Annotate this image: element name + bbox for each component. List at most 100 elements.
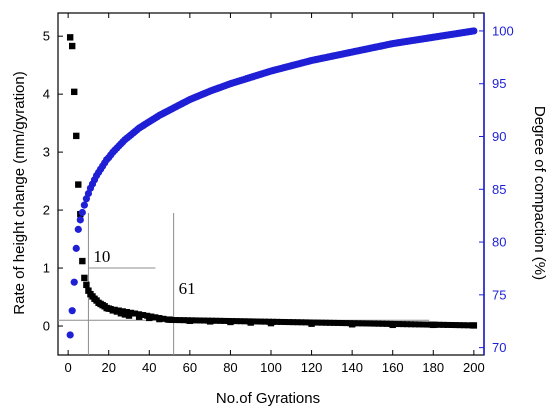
rate-point xyxy=(278,318,285,325)
rate-point xyxy=(407,321,414,328)
rate-point xyxy=(444,321,451,328)
rate-point xyxy=(363,320,370,327)
rate-point xyxy=(460,322,467,329)
rate-point xyxy=(339,320,345,327)
rate-point xyxy=(261,318,268,325)
y-axis-left-label: Rate of height change (mm/gyration) xyxy=(11,71,28,314)
rate-point xyxy=(136,311,143,318)
y-left-tick-label: 3 xyxy=(43,145,50,160)
rate-point xyxy=(375,320,382,327)
rate-point xyxy=(298,319,305,326)
rate-point xyxy=(371,320,378,327)
rate-point xyxy=(383,320,390,327)
rate-point xyxy=(322,319,329,326)
compaction-point xyxy=(76,216,84,224)
rate-point xyxy=(416,321,423,328)
y-left-tick-label: 2 xyxy=(43,203,50,218)
x-tick-label: 180 xyxy=(422,360,444,375)
rate-point xyxy=(257,318,264,325)
rate-point xyxy=(270,318,277,325)
rate-point xyxy=(468,322,475,329)
rate-point xyxy=(367,320,374,327)
rate-point xyxy=(334,319,341,326)
x-tick-label: 140 xyxy=(341,360,363,375)
rate-point xyxy=(326,319,333,326)
plot-area xyxy=(57,12,485,356)
rate-point xyxy=(164,316,171,323)
rate-point xyxy=(233,318,240,325)
rate-point xyxy=(229,318,236,325)
y-right-tick-label: 90 xyxy=(492,129,506,144)
rate-point xyxy=(168,316,175,323)
rate-point xyxy=(192,317,199,324)
rate-point xyxy=(75,181,82,188)
y-right-tick-label: 75 xyxy=(492,287,506,302)
rate-point xyxy=(456,322,463,329)
x-tick-label: 120 xyxy=(301,360,323,375)
rate-point xyxy=(73,132,80,140)
rate-point xyxy=(395,321,402,328)
rate-point xyxy=(241,318,248,325)
y-right-tick-label: 85 xyxy=(492,182,506,197)
rate-point xyxy=(355,320,362,327)
y-left-tick-label: 5 xyxy=(43,29,50,44)
rate-point xyxy=(420,321,427,328)
x-tick-label: 80 xyxy=(223,360,237,375)
rate-point xyxy=(71,88,78,96)
rate-point xyxy=(452,322,459,329)
rate-point xyxy=(115,307,122,314)
rate-point xyxy=(144,312,151,319)
rate-point xyxy=(428,321,435,328)
rate-point xyxy=(290,319,297,326)
compaction-point xyxy=(68,307,76,315)
rate-point xyxy=(148,313,155,320)
y-right-tick-label: 70 xyxy=(492,340,506,355)
y-left-tick-label: 1 xyxy=(43,261,50,276)
compaction-point xyxy=(80,201,88,209)
rate-point xyxy=(310,319,317,326)
rate-point xyxy=(172,317,179,324)
annotation-label: 61 xyxy=(179,279,196,298)
rate-point xyxy=(66,34,74,41)
rate-point xyxy=(119,308,126,315)
rate-point xyxy=(69,42,76,50)
y-right-tick-label: 80 xyxy=(492,235,506,250)
rate-point xyxy=(132,310,139,317)
rate-point xyxy=(160,315,167,322)
rate-point xyxy=(330,319,337,326)
rate-point xyxy=(314,319,321,326)
rate-point xyxy=(274,318,281,325)
rate-point xyxy=(399,321,406,328)
rate-point xyxy=(424,321,431,328)
rate-point xyxy=(176,317,183,324)
x-tick-label: 160 xyxy=(382,360,404,375)
x-axis-label: No.of Gyrations xyxy=(216,390,320,407)
x-tick-label: 200 xyxy=(463,360,485,375)
rate-point xyxy=(403,321,410,328)
rate-point xyxy=(79,257,86,265)
rate-point xyxy=(265,318,272,325)
rate-point xyxy=(180,317,187,324)
rate-point xyxy=(152,314,159,321)
rate-point xyxy=(302,319,309,326)
y-right-tick-label: 95 xyxy=(492,76,506,91)
rate-point xyxy=(107,306,114,313)
rate-point xyxy=(245,318,252,325)
x-tick-label: 100 xyxy=(260,360,282,375)
x-tick-label: 0 xyxy=(65,360,72,375)
rate-point xyxy=(156,315,163,322)
y-left-tick-label: 4 xyxy=(43,87,50,102)
rate-point xyxy=(253,318,260,325)
rate-point xyxy=(225,317,232,324)
rate-point xyxy=(448,322,455,329)
rate-point xyxy=(359,320,366,327)
rate-point xyxy=(286,319,293,326)
x-tick-label: 20 xyxy=(101,360,115,375)
y-axis-right-label: Degree of compaction (%) xyxy=(531,106,548,280)
rate-point xyxy=(128,309,135,316)
rate-point xyxy=(432,321,439,328)
rate-point xyxy=(85,287,92,294)
y-right-tick-label: 100 xyxy=(492,23,514,38)
rate-point xyxy=(221,317,228,324)
